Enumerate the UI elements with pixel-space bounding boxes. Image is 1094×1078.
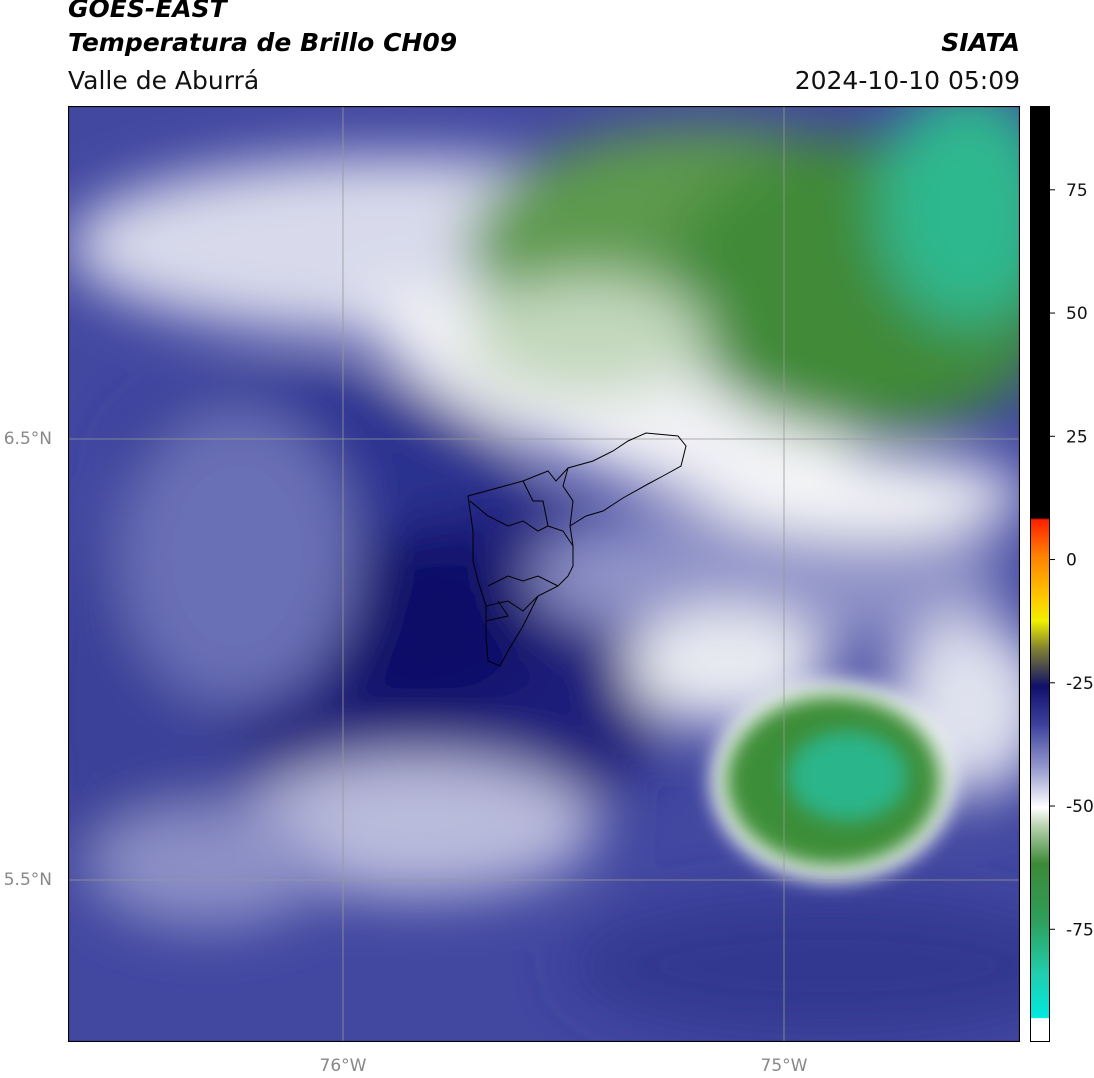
colorbar-tick-label: 50 <box>1066 304 1088 324</box>
title: GOES-EAST <box>68 0 227 23</box>
colorbar-tick-label: -25 <box>1066 674 1094 694</box>
colorbar-tick-label: 25 <box>1066 427 1088 447</box>
colorbar-ticks: 75 50 25 0 -25 -50 -75 <box>1050 181 1094 940</box>
lon-label: 76°W <box>319 1056 367 1076</box>
datetime: 2024-10-10 05:09 <box>794 66 1020 95</box>
lat-label: 6.5°N <box>3 429 52 449</box>
subtitle: Temperatura de Brillo CH09 <box>68 28 458 57</box>
lon-label: 75°W <box>760 1056 808 1076</box>
region: Valle de Aburrá <box>68 66 260 95</box>
colorbar-tick-label: 75 <box>1066 181 1088 201</box>
basin-outline <box>467 432 687 667</box>
brightness-field <box>68 106 1020 1042</box>
colorbar-tick-label: -75 <box>1066 920 1094 940</box>
map <box>68 106 1020 1042</box>
colorbar-tick-label: 0 <box>1066 551 1077 571</box>
colorbar-tick-label: -50 <box>1066 797 1094 817</box>
lat-label: 5.5°N <box>3 870 52 890</box>
colorbar <box>1030 106 1050 1042</box>
source: SIATA <box>941 28 1020 57</box>
